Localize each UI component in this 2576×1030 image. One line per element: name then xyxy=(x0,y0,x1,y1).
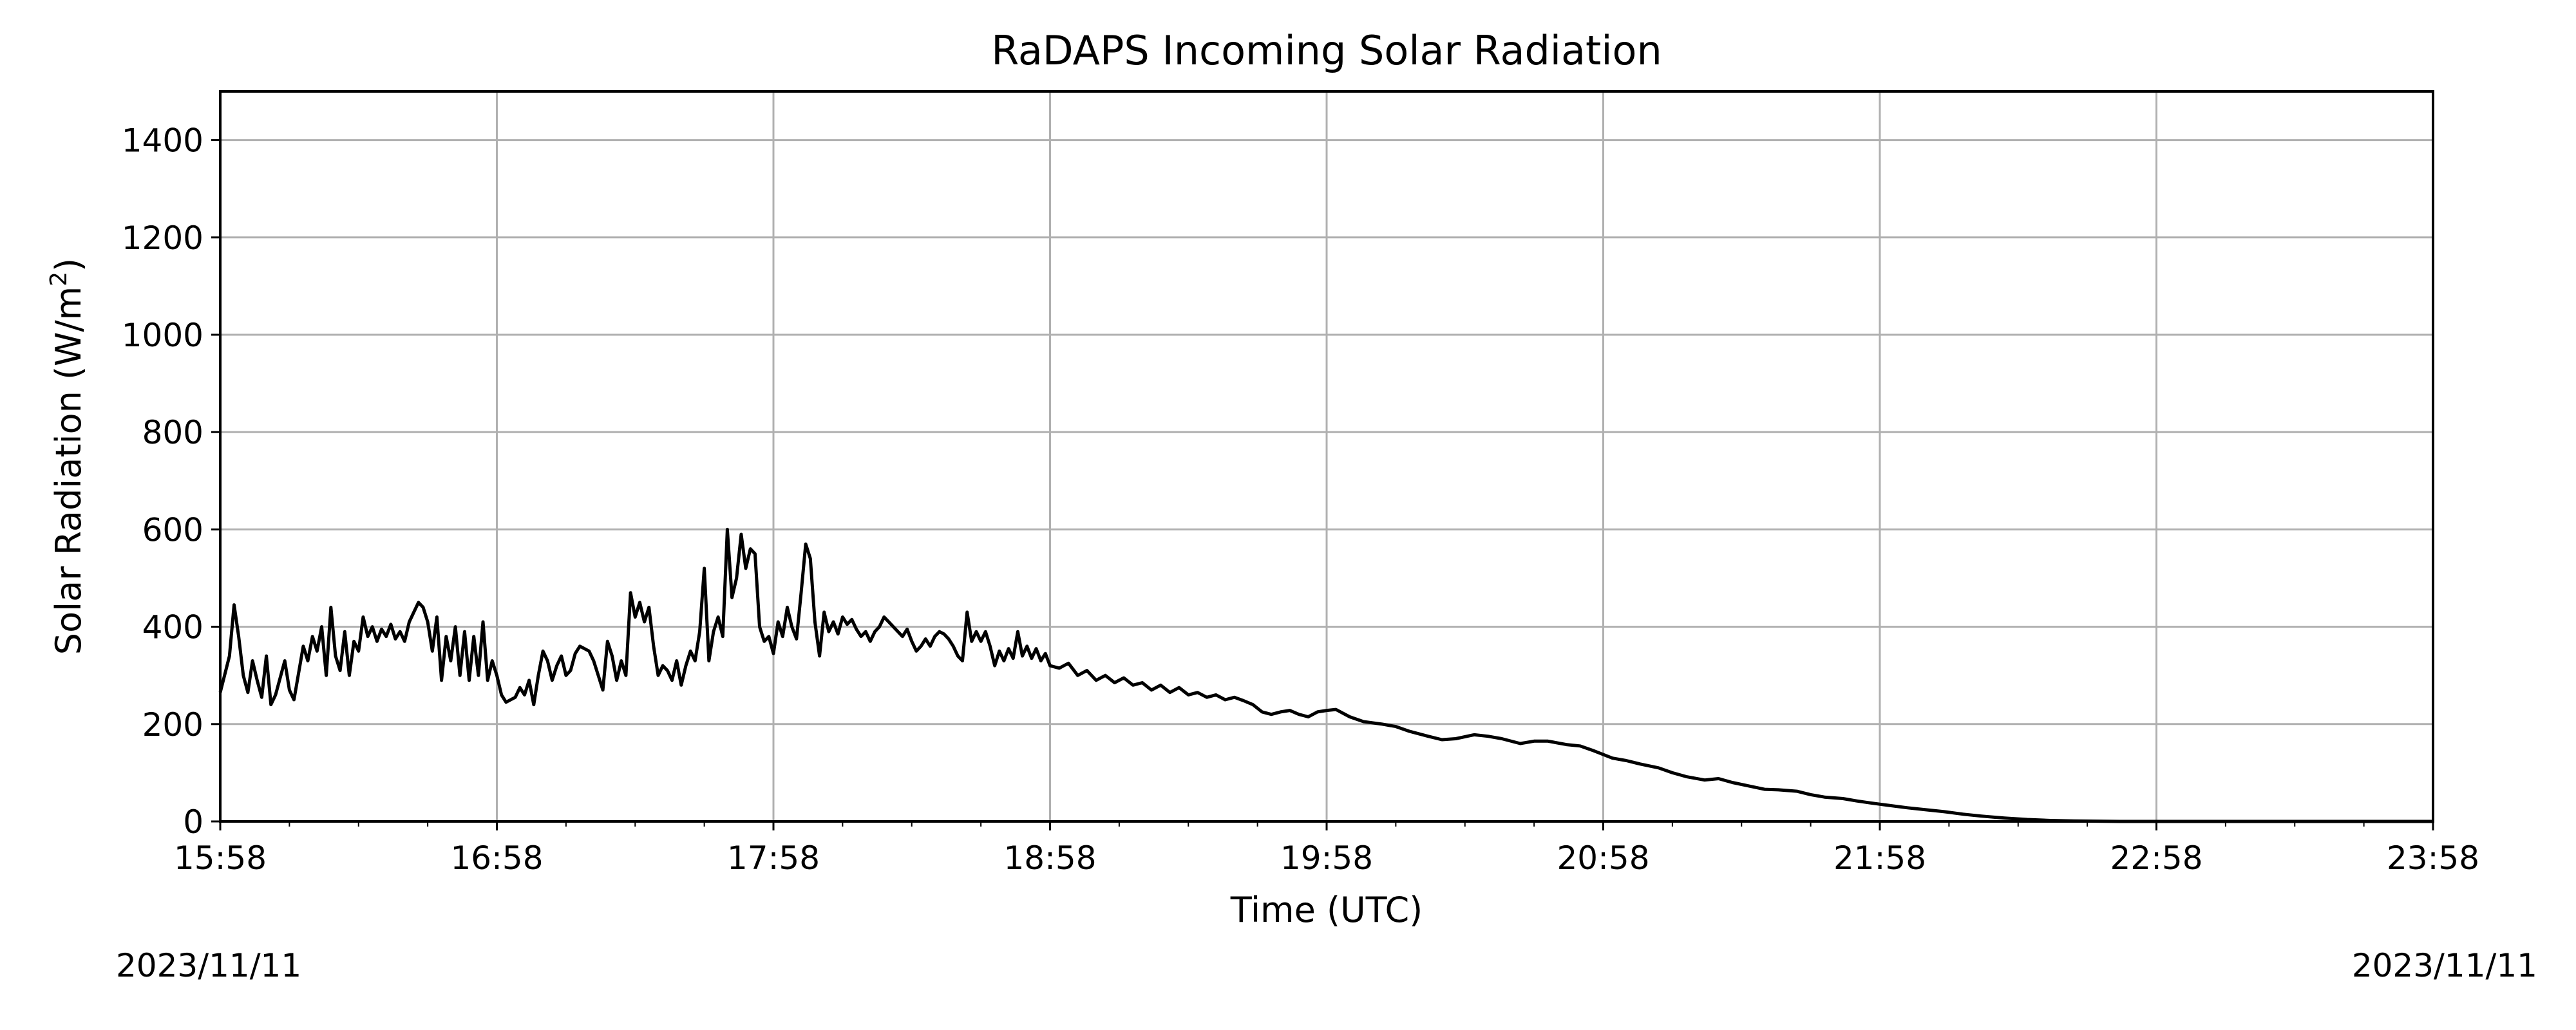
x-tick-label: 15:58 xyxy=(174,839,267,877)
x-tick-label: 18:58 xyxy=(1003,839,1096,877)
y-tick-label: 1000 xyxy=(122,317,204,354)
y-tick-label: 1400 xyxy=(122,122,204,160)
y-tick-label: 400 xyxy=(142,609,204,646)
start-date-label: 2023/11/11 xyxy=(116,947,302,984)
y-tick-label: 0 xyxy=(183,803,204,841)
x-tick-label: 21:58 xyxy=(1833,839,1926,877)
grid-lines xyxy=(219,91,2434,823)
y-axis-label: Solar Radiation (W/m2) xyxy=(46,258,89,655)
plot-frame xyxy=(219,90,2434,823)
x-tick-label: 19:58 xyxy=(1280,839,1373,877)
x-tick-label: 20:58 xyxy=(1557,839,1649,877)
series-line xyxy=(218,527,2433,823)
y-tick-label: 200 xyxy=(142,706,204,744)
y-tick-label: 800 xyxy=(142,414,204,451)
y-tick-label: 600 xyxy=(142,511,204,548)
x-tick-label: 16:58 xyxy=(450,839,543,877)
y-tick-group: 0 200 400 600 800 1000 1200 1400 xyxy=(122,122,220,841)
x-tick-label: 23:58 xyxy=(2387,839,2479,877)
chart-title: RaDAPS Incoming Solar Radiation xyxy=(991,27,1662,74)
y-tick-label: 1200 xyxy=(122,220,204,257)
x-axis-label: Time (UTC) xyxy=(1230,890,1423,930)
end-date-label: 2023/11/11 xyxy=(2351,947,2537,984)
x-tick-label: 17:58 xyxy=(727,839,820,877)
x-tick-label: 22:58 xyxy=(2110,839,2202,877)
x-tick-group: 15:58 16:58 17:58 18:58 19:58 20:58 21:58 22:58… xyxy=(174,821,2479,877)
